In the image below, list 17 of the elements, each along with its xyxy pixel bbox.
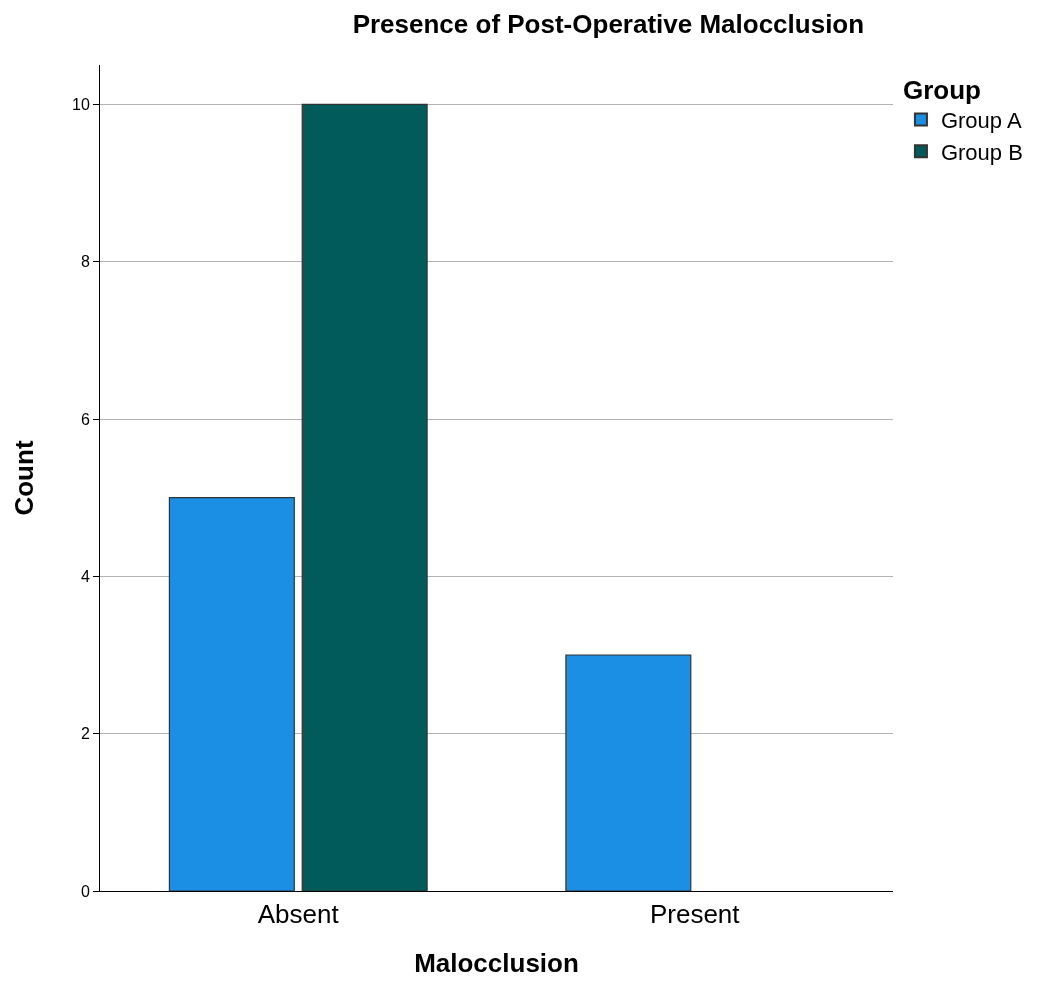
y-tick-label: 10 — [72, 95, 90, 113]
legend-label: Group A — [940, 108, 1022, 134]
x-tick-label: Absent — [257, 899, 340, 930]
x-axis-title: Malocclusion — [414, 947, 579, 978]
y-tick-label: 0 — [80, 882, 90, 900]
x-tick-label: Present — [649, 899, 741, 930]
y-tick-label: 6 — [80, 410, 90, 428]
legend-title: Group — [902, 74, 981, 105]
bar — [565, 654, 692, 891]
bar — [301, 103, 428, 891]
y-tick-label: 4 — [80, 567, 90, 585]
legend-label: Group B — [940, 139, 1023, 165]
chart-title: Presence of Post-Operative Malocclusion — [352, 9, 865, 40]
y-tick-label: 8 — [80, 253, 90, 271]
bar — [168, 497, 295, 891]
y-tick-label: 2 — [80, 725, 90, 743]
y-axis-title: Count — [9, 440, 40, 516]
